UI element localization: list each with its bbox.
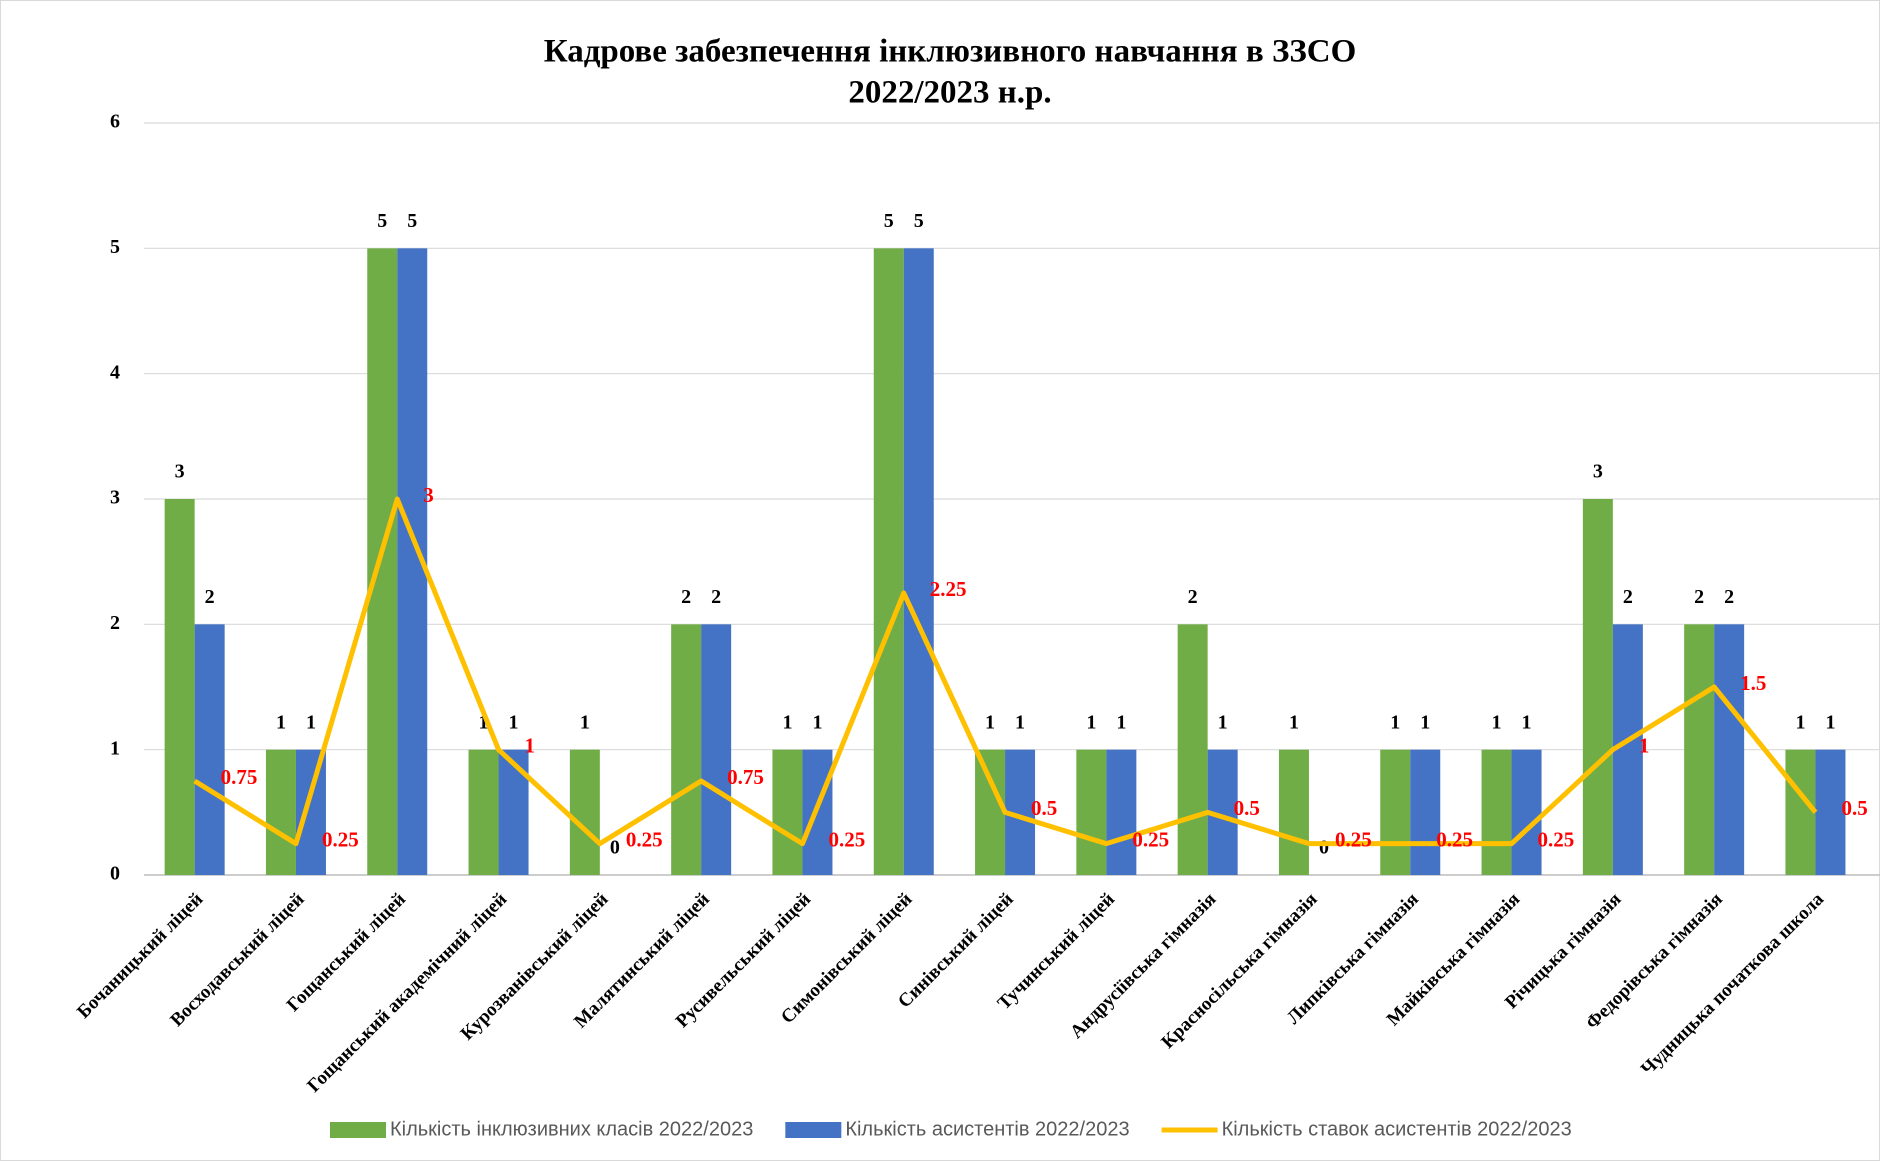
bar [1684,624,1715,875]
bar [975,749,1006,875]
bar-value-label: 1 [1289,711,1299,733]
bar [1106,749,1137,875]
bar [1785,749,1816,875]
bar [1076,749,1107,875]
line-value-label: 0.75 [727,765,764,789]
y-tick-label: 5 [110,236,120,258]
y-tick-label: 4 [110,361,120,383]
bar-value-label: 2 [1694,586,1704,608]
y-tick-label: 0 [110,863,120,885]
bar-value-label: 2 [1724,586,1734,608]
bar [498,749,529,875]
line-value-label: 1.5 [1740,671,1766,695]
bar-value-label: 2 [681,586,691,608]
line-value-label: 1 [1639,733,1650,757]
line-value-label: 0.25 [1335,827,1372,851]
y-tick-label: 2 [110,612,120,634]
legend-swatch [330,1122,386,1138]
bar-value-label: 1 [812,711,822,733]
line-value-label: 0.25 [626,827,663,851]
line-value-label: 0.25 [1436,827,1473,851]
y-tick-label: 3 [110,487,120,509]
bar-value-label: 1 [1218,711,1228,733]
line-value-label: 0.25 [828,827,865,851]
bar-value-label: 5 [914,210,924,232]
bar-value-label: 1 [479,711,489,733]
bar-value-label: 1 [1420,711,1430,733]
bar [468,749,499,875]
bar-value-label: 1 [276,711,286,733]
bar-value-label: 3 [175,461,185,483]
bar-value-label: 2 [1188,586,1198,608]
bar-value-label: 1 [1492,711,1502,733]
bar [569,749,600,875]
bar-value-label: 2 [711,586,721,608]
bar [367,248,398,876]
bar [1714,624,1745,875]
bar [1380,749,1411,875]
chart-title: Кадрове забезпечення інклюзивного навчан… [544,34,1357,70]
bar [1612,624,1643,875]
bar-value-label: 3 [1593,461,1603,483]
line-value-label: 0.25 [322,827,359,851]
bar-value-label: 0 [610,837,620,859]
bar-value-label: 0 [1319,837,1329,859]
bar [1278,749,1309,875]
bar-value-label: 2 [205,586,215,608]
bar [903,248,934,876]
bar [1481,749,1512,875]
bar-value-label: 1 [985,711,995,733]
line-value-label: 0.25 [1132,827,1169,851]
legend-swatch [785,1122,842,1138]
bar [772,749,803,875]
bar [194,624,225,875]
bar [671,624,702,875]
line-value-label: 0.5 [1841,796,1867,820]
bar-value-label: 5 [377,210,387,232]
y-tick-label: 1 [110,737,120,759]
line-series [193,496,1818,847]
bar [1582,499,1613,875]
legend-label: Кількість ставок асистентів 2022/2023 [1222,1118,1572,1140]
bar [701,624,732,875]
bar-value-label: 1 [306,711,316,733]
line-value-label: 0.75 [221,765,258,789]
bar [1511,749,1542,875]
bar-value-label: 1 [1795,711,1805,733]
bar [295,749,326,875]
bar-value-label: 5 [407,210,417,232]
bar [265,749,296,875]
y-tick-label: 6 [110,111,120,133]
bar-value-label: 1 [782,711,792,733]
legend-label: Кількість асистентів 2022/2023 [845,1118,1129,1140]
bar-value-label: 1 [1015,711,1025,733]
bar-value-label: 2 [1623,586,1633,608]
bar-value-label: 1 [509,711,519,733]
bar-value-label: 1 [580,711,590,733]
bar-value-label: 1 [1522,711,1532,733]
bar [164,499,195,875]
bar-value-label: 1 [1116,711,1126,733]
bar [1410,749,1441,875]
line-value-label: 0.5 [1234,796,1260,820]
legend-label: Кількість інклюзивних класів 2022/2023 [390,1118,753,1140]
bar-value-label: 1 [1825,711,1835,733]
line-value-label: 2.25 [930,577,967,601]
bar [1815,749,1846,875]
bar-value-label: 1 [1390,711,1400,733]
line-value-label: 3 [423,483,434,507]
line-value-label: 0.25 [1538,827,1575,851]
bar [873,248,904,876]
line-value-label: 0.5 [1031,796,1057,820]
bar-value-label: 5 [884,210,894,232]
bar-value-label: 1 [1086,711,1096,733]
bar [1177,624,1208,875]
line-value-label: 1 [525,733,536,757]
chart-subtitle: 2022/2023 н.р. [848,75,1051,111]
